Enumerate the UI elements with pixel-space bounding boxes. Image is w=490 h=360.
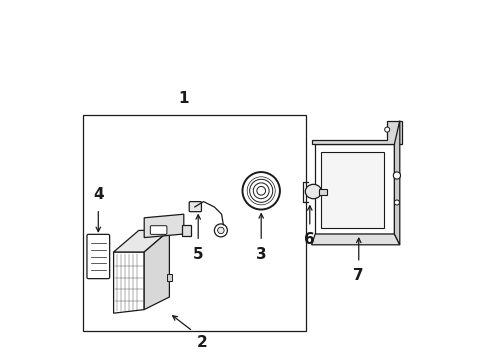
Polygon shape — [144, 230, 170, 310]
FancyBboxPatch shape — [189, 202, 201, 212]
Polygon shape — [312, 121, 402, 144]
Polygon shape — [114, 230, 170, 252]
Text: 6: 6 — [304, 232, 315, 247]
Circle shape — [247, 177, 275, 204]
Bar — [320, 152, 384, 228]
Ellipse shape — [305, 184, 321, 199]
Bar — [182, 225, 191, 236]
Polygon shape — [312, 234, 400, 245]
Text: 5: 5 — [193, 247, 203, 262]
Polygon shape — [144, 214, 184, 238]
Circle shape — [218, 227, 224, 234]
Text: 3: 3 — [256, 247, 267, 262]
Circle shape — [385, 127, 390, 132]
Text: 4: 4 — [93, 186, 103, 202]
Text: 1: 1 — [178, 91, 189, 106]
Bar — [83, 115, 306, 331]
Circle shape — [215, 224, 227, 237]
Circle shape — [394, 200, 399, 205]
Bar — [167, 274, 172, 281]
Text: 2: 2 — [196, 335, 207, 350]
FancyBboxPatch shape — [150, 226, 167, 234]
Circle shape — [393, 172, 400, 179]
Polygon shape — [394, 121, 400, 245]
Bar — [315, 144, 394, 234]
Polygon shape — [114, 252, 144, 313]
Bar — [319, 189, 327, 195]
Text: 7: 7 — [353, 268, 364, 283]
FancyBboxPatch shape — [87, 234, 110, 279]
